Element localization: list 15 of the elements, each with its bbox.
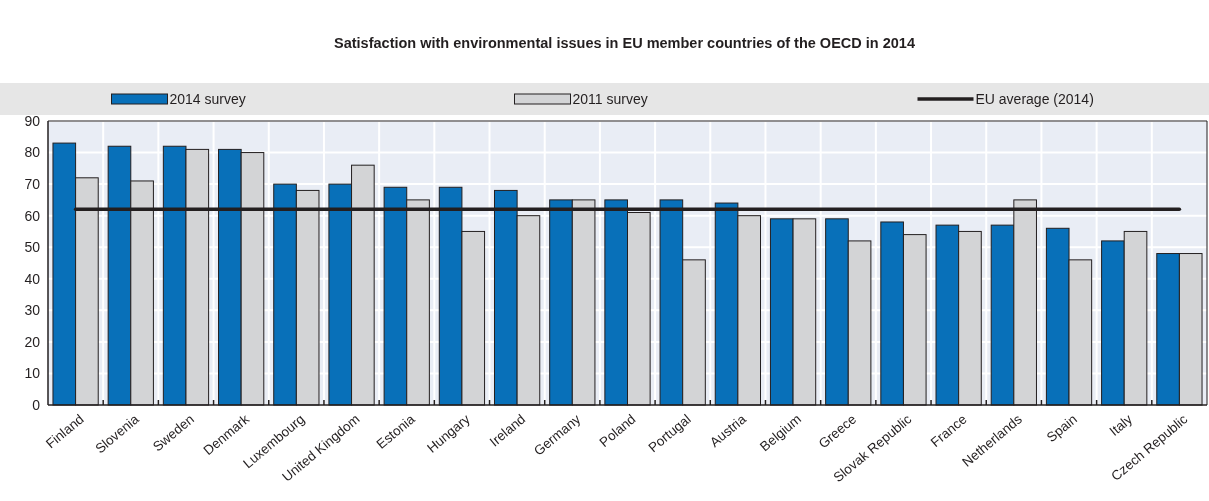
y-tick-label: 0	[32, 396, 41, 413]
chart-title: Satisfaction with environmental issues in EU member countries of the OECD in 2014	[334, 35, 915, 51]
y-tick-label: 30	[24, 302, 41, 319]
legend-label: 2011 survey	[572, 91, 648, 107]
y-tick-label: 50	[24, 239, 41, 256]
y-tick-label: 20	[24, 333, 41, 350]
y-tick-label: 70	[24, 176, 41, 193]
y-tick-label: 40	[24, 270, 41, 287]
x-tick-label: Italy	[1106, 411, 1136, 439]
y-tick-label: 10	[24, 365, 41, 382]
y-tick-label: 80	[24, 144, 41, 161]
y-tick-label: 60	[24, 207, 41, 224]
legend-label: EU average (2014)	[975, 91, 1094, 107]
y-tick-label: 90	[24, 112, 41, 129]
legend-label: 2014 survey	[169, 91, 246, 107]
